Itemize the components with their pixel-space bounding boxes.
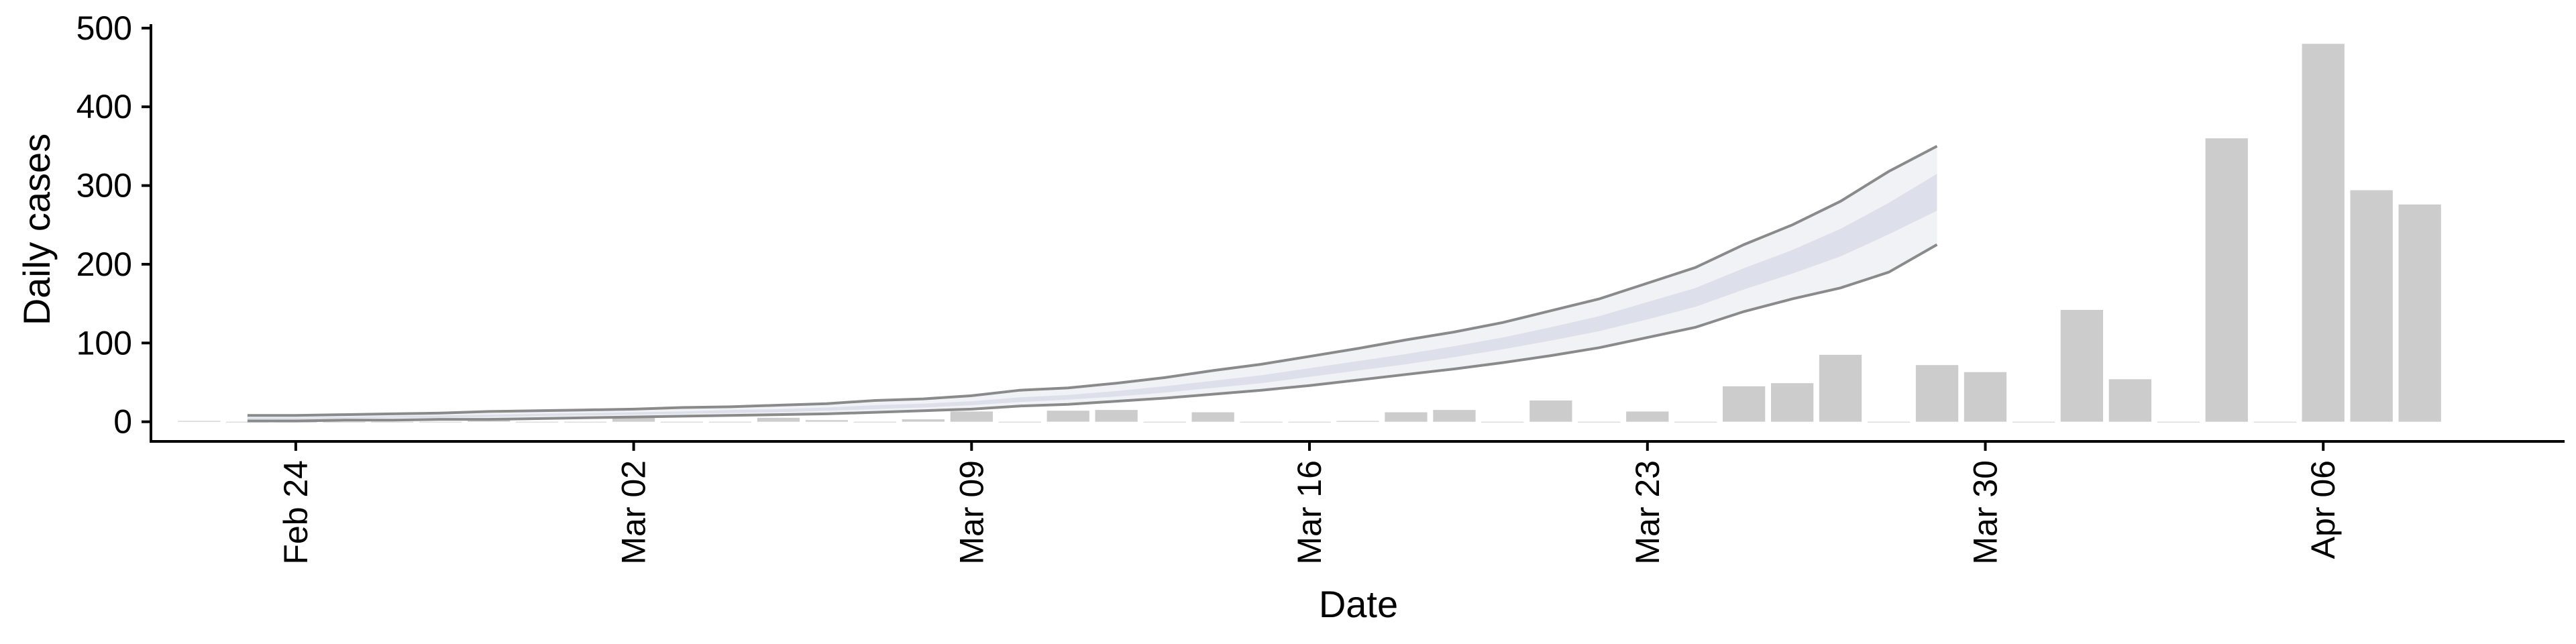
observed-bar (2060, 310, 2103, 422)
observed-bar (708, 421, 752, 423)
observed-bar (2398, 204, 2441, 422)
observed-bar (1626, 411, 1669, 422)
observed-bar (468, 420, 511, 422)
y-tick-label: 500 (76, 9, 132, 47)
observed-bar (1336, 421, 1379, 422)
observed-bar (950, 411, 993, 422)
observed-bar (1095, 410, 1138, 422)
x-axis-ticks: Feb 24 Mar 02 Mar 09 Mar 16 Mar 23 Mar 30 Apr … (277, 441, 2342, 565)
observed-bar (323, 421, 366, 423)
observed-bar (902, 419, 945, 422)
observed-bar (2253, 421, 2296, 423)
observed-bar (612, 417, 655, 422)
upper-bound-line (247, 145, 1938, 417)
observed-bar (2350, 190, 2393, 422)
x-tick-label: Mar 02 (615, 460, 653, 565)
observed-bar (1191, 412, 1234, 422)
observed-bar (1143, 421, 1186, 423)
observed-bar (371, 421, 414, 423)
observed-bar (1867, 421, 1911, 423)
observed-bar (660, 421, 704, 423)
observed-bar (1046, 411, 1089, 422)
observed-bar (419, 421, 462, 423)
observed-bar (998, 421, 1041, 423)
observed-bar (1240, 421, 1283, 423)
observed-bar (1674, 421, 1717, 423)
axes (150, 24, 2565, 443)
x-tick-label: Mar 09 (953, 460, 990, 565)
observed-bar (1481, 421, 1524, 423)
x-axis-title: Date (1319, 583, 1398, 625)
observed-bar (757, 417, 800, 422)
y-tick-label: 400 (76, 88, 132, 125)
observed-bar (2157, 421, 2200, 423)
observed-bar (2302, 44, 2345, 422)
observed-bar (1915, 365, 1959, 422)
x-tick-label: Mar 23 (1629, 460, 1666, 565)
observed-bars (178, 44, 2441, 423)
estimate-bands (247, 145, 1938, 423)
observed-bar (1385, 412, 1428, 422)
observed-bar (1964, 372, 2007, 422)
outer-interval-band (247, 146, 1937, 421)
y-axis-title: Daily cases (15, 133, 58, 325)
y-tick-label: 100 (76, 324, 132, 362)
observed-bar (1578, 421, 1621, 423)
observed-bar (1723, 386, 1766, 422)
y-tick-label: 0 (113, 403, 132, 441)
observed-bar (2012, 421, 2055, 423)
observed-bar (564, 421, 607, 423)
y-tick-label: 300 (76, 167, 132, 205)
observed-bar (516, 421, 559, 423)
observed-bar (1288, 421, 1331, 423)
x-tick-label: Apr 06 (2304, 460, 2342, 559)
x-tick-label: Mar 16 (1291, 460, 1328, 565)
x-tick-label: Mar 30 (1967, 460, 2004, 565)
x-tick-label: Feb 24 (277, 460, 315, 565)
observed-bar (853, 421, 896, 423)
observed-bar (1529, 400, 1572, 422)
y-tick-label: 200 (76, 246, 132, 283)
observed-bar (805, 420, 849, 422)
observed-bar (2205, 138, 2248, 422)
inner-interval-band (247, 174, 1937, 420)
observed-bar (1771, 383, 1814, 422)
observed-bar (1433, 410, 1476, 422)
lower-bound-line (247, 243, 1938, 423)
observed-bar (1819, 354, 1862, 422)
observed-bar (178, 421, 221, 422)
y-axis-ticks: 0 100 200 300 400 500 (76, 9, 151, 441)
observed-bar (2108, 379, 2151, 422)
